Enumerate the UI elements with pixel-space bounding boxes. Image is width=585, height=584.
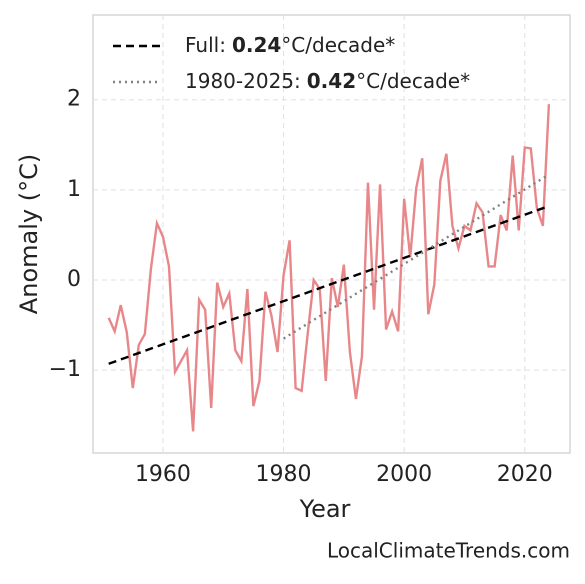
legend-rate: 0.42 bbox=[307, 69, 356, 93]
source-label: LocalClimateTrends.com bbox=[327, 539, 570, 563]
plot-frame bbox=[92, 14, 571, 454]
y-axis-label: Anomaly (°C) bbox=[15, 154, 43, 314]
x-tick-label: 1960 bbox=[135, 462, 191, 487]
y-tick-label: 0 bbox=[67, 267, 81, 292]
legend-entry: Full: 0.24°C/decade* bbox=[185, 33, 395, 57]
y-tick-label: −1 bbox=[49, 357, 81, 382]
legend-rate: 0.24 bbox=[232, 33, 281, 57]
x-tick-label: 2020 bbox=[497, 462, 553, 487]
legend-unit: °C/decade* bbox=[356, 69, 470, 93]
series-line bbox=[282, 173, 550, 340]
x-tick-label: 2000 bbox=[376, 462, 432, 487]
y-tick-label: 2 bbox=[67, 87, 81, 112]
legend-name: 1980-2025: bbox=[185, 69, 301, 93]
legend-unit: °C/decade* bbox=[281, 33, 395, 57]
x-tick-label: 1980 bbox=[256, 462, 312, 487]
legend-entry: 1980-2025: 0.42°C/decade* bbox=[185, 69, 470, 93]
legend-name: Full: bbox=[185, 33, 226, 57]
y-tick-label: 1 bbox=[67, 177, 81, 202]
x-axis-label: Year bbox=[299, 495, 351, 523]
series-line bbox=[107, 104, 551, 432]
